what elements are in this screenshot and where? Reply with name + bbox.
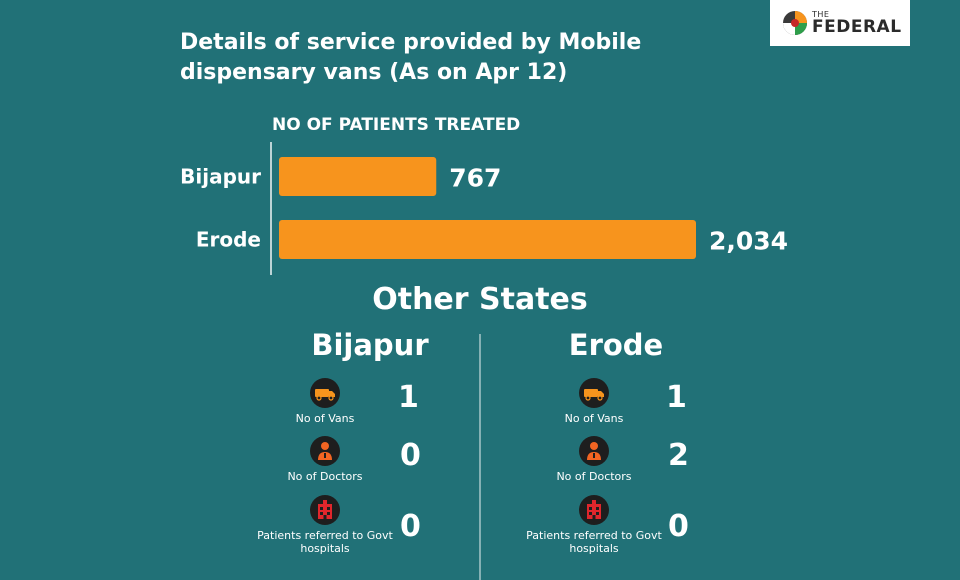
stat-vans: No of Vans 1 xyxy=(466,378,766,448)
stat-referred: Patients referred to Govt hospitals 0 xyxy=(466,495,766,565)
federal-logo: THE FEDERAL xyxy=(770,0,910,46)
hospital-icon xyxy=(579,495,609,525)
category-label-bijapur: Bijapur xyxy=(180,165,261,189)
van-icon xyxy=(579,378,609,408)
doctor-icon xyxy=(310,436,340,466)
stat-value: 0 xyxy=(400,509,421,544)
stat-value: 0 xyxy=(400,438,421,473)
van-icon xyxy=(310,378,340,408)
title-line-2: dispensary vans (As on Apr 12) xyxy=(180,60,568,85)
chart-title: Details of service provided by Mobile di… xyxy=(180,28,740,88)
patients-bar-chart: NO OF PATIENTS TREATED Bijapur 767 Erode 2,0… xyxy=(180,115,788,275)
doctor-icon xyxy=(579,436,609,466)
title-line-1: Details of service provided by Mobile xyxy=(180,30,642,55)
stat-doctors: No of Doctors 2 xyxy=(466,436,766,506)
stat-label: No of Vans xyxy=(295,412,355,425)
stat-label: No of Doctors xyxy=(556,470,632,483)
logo-small-text: THE xyxy=(812,9,830,19)
stat-doctors: No of Doctors 0 xyxy=(220,436,520,506)
chart-subtitle: NO OF PATIENTS TREATED xyxy=(272,115,520,135)
stat-value: 1 xyxy=(398,380,419,415)
region-name: Erode xyxy=(568,328,664,362)
region-name: Bijapur xyxy=(311,328,429,362)
federal-logo-icon xyxy=(783,11,807,35)
stat-label: No of Vans xyxy=(564,412,624,425)
stat-label: Patients referred to Govt hospitals xyxy=(257,529,393,555)
value-label-erode: 2,034 xyxy=(709,227,788,256)
other-states-heading: Other States xyxy=(372,282,588,317)
stat-label: Patients referred to Govt hospitals xyxy=(526,529,662,555)
stat-value: 1 xyxy=(666,380,687,415)
bar-bijapur xyxy=(279,157,437,196)
stat-vans: No of Vans 1 xyxy=(220,378,520,448)
stat-referred: Patients referred to Govt hospitals 0 xyxy=(220,495,520,565)
regions-divider xyxy=(479,334,481,580)
stat-value: 2 xyxy=(668,438,689,473)
bar-erode xyxy=(279,220,696,259)
stat-value: 0 xyxy=(668,509,689,544)
value-label-bijapur: 767 xyxy=(449,164,501,193)
hospital-icon xyxy=(310,495,340,525)
stat-label: No of Doctors xyxy=(287,470,363,483)
logo-big-text: FEDERAL xyxy=(812,16,902,37)
category-label-erode: Erode xyxy=(196,228,261,252)
